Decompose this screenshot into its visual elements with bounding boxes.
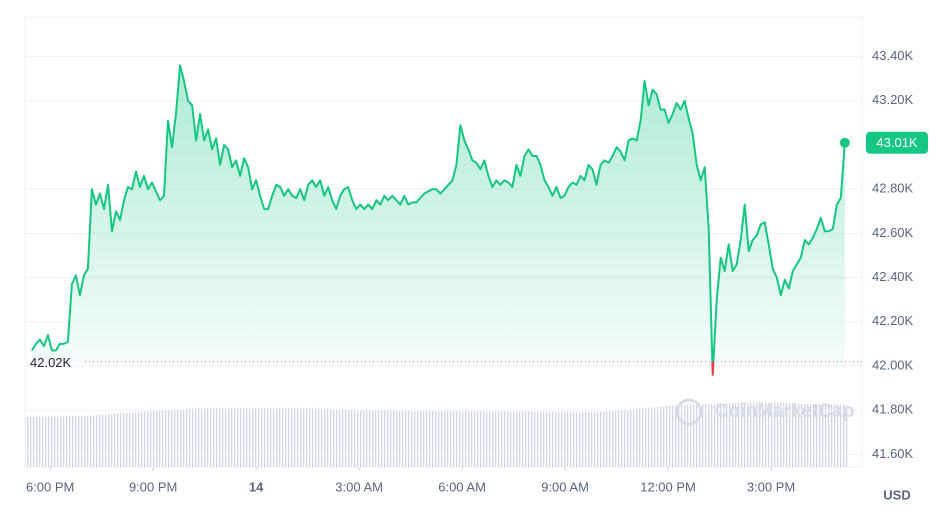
x-tick-label: 9:00 PM [129, 479, 177, 494]
plot: 43.40K 43.20K 42.80K 42.60K 42.40K 42.20K 42.0… [25, 48, 928, 494]
y-tick-label: 41.80K [872, 402, 914, 417]
x-tick-label: 3:00 AM [335, 479, 383, 494]
volume-bars [25, 402, 848, 467]
area [31, 65, 845, 375]
y-tick-label: 42.20K [872, 313, 914, 328]
current-price-badge [866, 131, 928, 154]
y-tick-label: 42.60K [872, 225, 914, 240]
x-tick-label: 6:00 AM [438, 479, 486, 494]
price-line [31, 64, 846, 376]
x-tick-label: 12:00 PM [640, 479, 696, 494]
watermark-logo [675, 398, 703, 426]
watermark: CoinMarketCap [715, 401, 854, 422]
y-tick-label: 42.00K [872, 357, 914, 372]
x-tick-label: 3:00 PM [747, 479, 795, 494]
y-tick-label: 42.40K [872, 269, 914, 284]
currency: USD [883, 487, 910, 502]
current-price-dot [839, 137, 850, 148]
x-tick-label: 14 [249, 479, 264, 494]
x-tick-label: 9:00 AM [541, 479, 589, 494]
open-price-label: 42.02K [30, 355, 72, 370]
y-tick-label: 43.40K [872, 48, 914, 63]
y-tick-label: 42.80K [872, 181, 914, 196]
x-tick-label: 6:00 PM [26, 479, 74, 494]
y-tick-label: 43.20K [872, 92, 914, 107]
y-tick-label: 41.60K [872, 446, 914, 461]
current-price-label: 43.01K [876, 135, 918, 150]
